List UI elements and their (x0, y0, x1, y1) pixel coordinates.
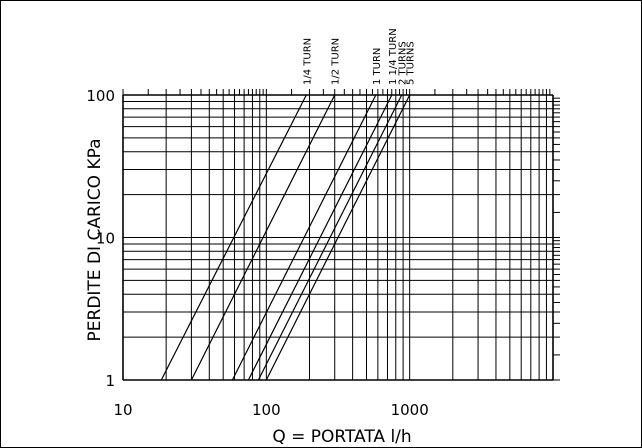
series-label-6: 5 TURNS (406, 41, 417, 85)
series-line-5 (257, 94, 403, 381)
y-tick-label: 1 (105, 372, 115, 390)
series-label-1: 1/4 TURN (302, 38, 313, 85)
series-line-6 (265, 94, 411, 381)
y-tick-label: 100 (86, 87, 115, 105)
series-line-2 (190, 94, 336, 381)
series-label-5: 2 TURNS (398, 41, 409, 85)
x-axis-title: Q = PORTATA l/h (272, 427, 411, 447)
y-axis-title: PERDITE DI CARICO KPa (85, 139, 105, 342)
x-tick-label: 1000 (391, 401, 429, 419)
x-tick-label: 10 (113, 401, 132, 419)
series-label-3: 1 TURN (372, 48, 383, 85)
series-line-3 (231, 94, 377, 381)
series-layer (160, 94, 411, 381)
series-label-4: 1 1/4 TURN (388, 28, 399, 85)
series-label-2: 1/2 TURN (331, 38, 342, 85)
axis-layer (122, 89, 560, 381)
series-line-1 (160, 94, 307, 381)
series-line-4 (247, 94, 393, 381)
label-layer: 10 100 1000 1 10 100 1/4 TURN 1/2 TURN 1 TURN 1 1… (86, 28, 428, 419)
y-tick-label: 10 (96, 230, 115, 248)
x-tick-label: 100 (252, 401, 281, 419)
